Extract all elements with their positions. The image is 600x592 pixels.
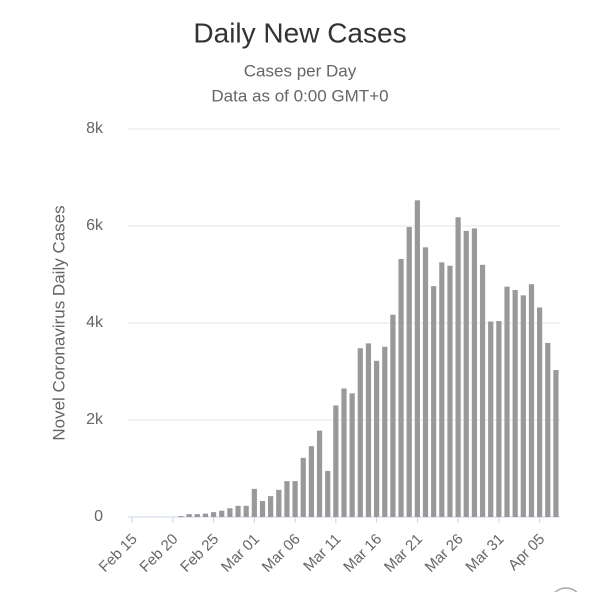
bar bbox=[268, 496, 274, 517]
chart-subtitle: Cases per Day bbox=[244, 61, 357, 80]
bar bbox=[455, 217, 461, 517]
y-tick-label: 0 bbox=[94, 508, 103, 525]
bar bbox=[227, 508, 233, 517]
chart-subtitle: Data as of 0:00 GMT+0 bbox=[211, 86, 388, 105]
y-axis-label: Novel Coronavirus Daily Cases bbox=[49, 205, 68, 440]
bar bbox=[447, 265, 453, 517]
bar bbox=[292, 481, 298, 517]
bar bbox=[479, 264, 486, 517]
bar bbox=[471, 228, 478, 518]
bar bbox=[504, 286, 510, 517]
bar bbox=[390, 314, 396, 517]
bar bbox=[496, 321, 502, 517]
bar bbox=[537, 307, 543, 517]
bar bbox=[219, 510, 225, 517]
bar bbox=[414, 200, 420, 518]
x-tick-label: Mar 01 bbox=[218, 531, 263, 576]
bar bbox=[520, 295, 526, 517]
x-tick-label: Feb 25 bbox=[177, 531, 222, 576]
bar bbox=[488, 321, 494, 517]
x-tick-label: Mar 11 bbox=[300, 531, 344, 575]
x-tick-label: Mar 16 bbox=[340, 531, 385, 576]
bar bbox=[316, 430, 323, 517]
bar bbox=[186, 514, 192, 517]
bar bbox=[210, 512, 217, 517]
bar bbox=[243, 505, 249, 517]
y-tick-label: 8k bbox=[86, 120, 104, 137]
chart-title: Daily New Cases bbox=[193, 17, 406, 48]
bar bbox=[422, 247, 429, 517]
bar bbox=[398, 258, 404, 517]
bar bbox=[349, 393, 355, 517]
y-tick-label: 4k bbox=[86, 314, 104, 331]
bar bbox=[259, 500, 266, 517]
bar bbox=[178, 516, 184, 517]
bar bbox=[284, 481, 290, 517]
bar bbox=[528, 284, 535, 517]
bar bbox=[373, 360, 380, 517]
bar bbox=[365, 343, 372, 517]
menu-button[interactable] bbox=[550, 587, 582, 592]
x-tick-label: Mar 06 bbox=[259, 531, 304, 576]
bar bbox=[251, 488, 257, 517]
y-tick-label: 2k bbox=[86, 411, 104, 428]
bar bbox=[357, 348, 363, 517]
bar bbox=[202, 513, 209, 517]
bar bbox=[308, 446, 315, 517]
bar bbox=[463, 230, 469, 517]
bar bbox=[333, 405, 339, 517]
y-tick-label: 6k bbox=[86, 217, 104, 234]
bar bbox=[553, 370, 559, 517]
bar bbox=[276, 489, 282, 517]
bar bbox=[545, 342, 551, 517]
bar bbox=[235, 505, 241, 517]
bar bbox=[512, 290, 518, 517]
x-tick-label: Feb 15 bbox=[96, 531, 141, 576]
bar bbox=[431, 286, 437, 517]
bar bbox=[341, 388, 347, 517]
bar bbox=[300, 457, 306, 517]
bar bbox=[382, 346, 388, 517]
x-tick-label: Feb 20 bbox=[136, 531, 181, 576]
bar bbox=[439, 262, 445, 517]
bar bbox=[194, 514, 200, 517]
x-tick-label: Mar 26 bbox=[422, 531, 467, 576]
bar bbox=[406, 226, 412, 517]
x-tick-label: Apr 05 bbox=[505, 531, 548, 574]
x-tick-label: Mar 31 bbox=[462, 531, 507, 576]
bar bbox=[325, 470, 331, 517]
x-tick-label: Mar 21 bbox=[381, 531, 426, 576]
